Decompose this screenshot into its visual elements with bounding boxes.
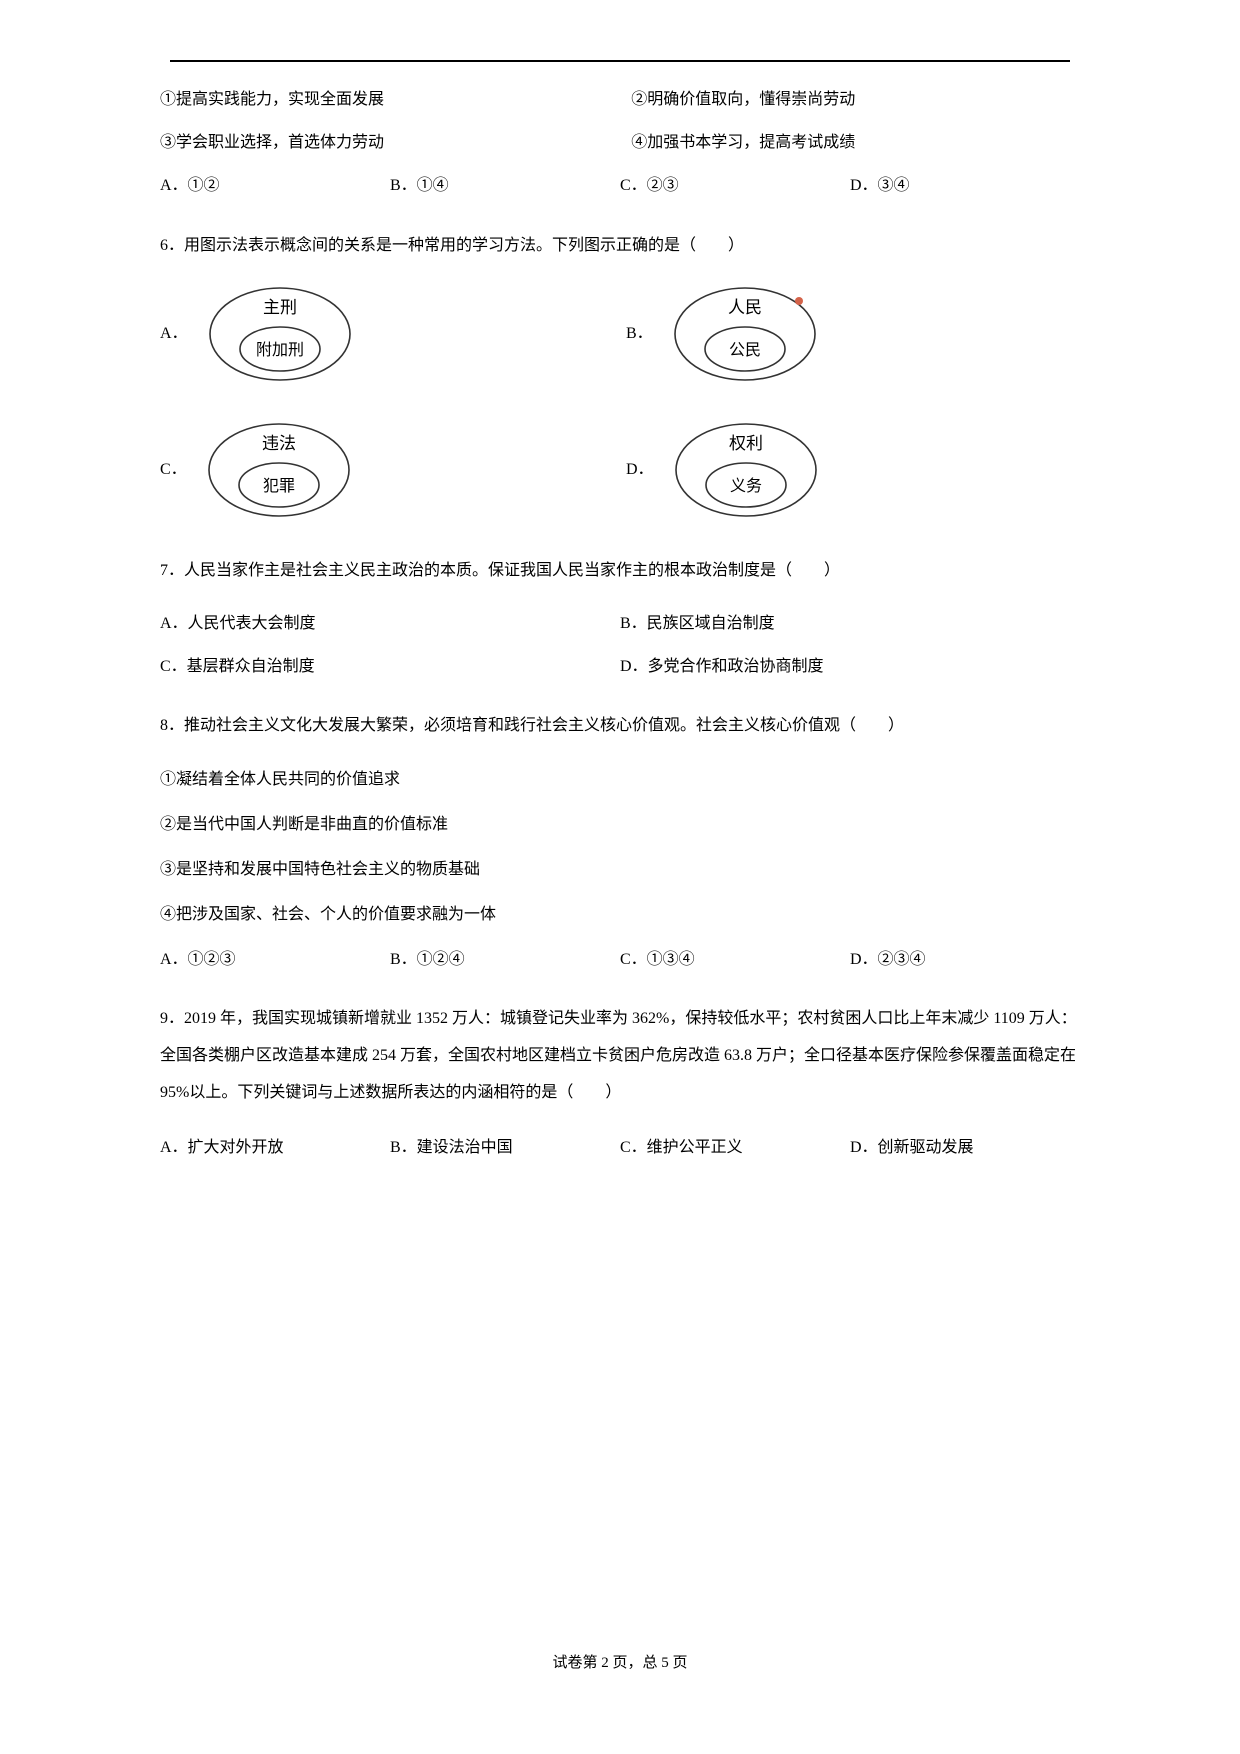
q6-text: 6．用图示法表示概念间的关系是一种常用的学习方法。下列图示正确的是（ ） [160, 228, 1080, 263]
q6-diag-d: D． 权利 义务 [626, 417, 1080, 523]
q6-label-c: C． [160, 452, 187, 487]
diagC-inner-text: 犯罪 [263, 477, 295, 495]
q9-opt-a: A．扩大对外开放 [160, 1130, 390, 1165]
q7-opt-c: C．基层群众自治制度 [160, 649, 620, 684]
q5-opt-d: D．③④ [850, 168, 1080, 203]
q5-opt-c: C．②③ [620, 168, 850, 203]
diagD-outer-text: 权利 [729, 434, 763, 453]
q8-opt-a: A．①②③ [160, 942, 390, 977]
q5-stmt-2: ②明确价值取向，懂得崇尚劳动 [631, 82, 1080, 117]
diagram-d-icon: 权利 义务 [666, 417, 826, 523]
q8-s2: ②是当代中国人判断是非曲直的价值标准 [160, 807, 1080, 842]
diagD-inner-text: 义务 [730, 477, 762, 495]
diagB-inner-text: 公民 [729, 342, 761, 359]
q7-text: 7．人民当家作主是社会主义民主政治的本质。保证我国人民当家作主的根本政治制度是（… [160, 553, 1080, 588]
diagram-a-icon: 主刑 附加刑 [200, 281, 360, 387]
q8-opt-c: C．①③④ [620, 942, 850, 977]
q9-opt-b: B．建设法治中国 [390, 1130, 620, 1165]
diagA-outer-text: 主刑 [263, 298, 297, 317]
q5-stmt-1: ①提高实践能力，实现全面发展 [160, 82, 631, 117]
diagC-outer-text: 违法 [262, 434, 296, 453]
q7-row2: C．基层群众自治制度 D．多党合作和政治协商制度 [160, 649, 1080, 684]
diagram-c-icon: 违法 犯罪 [199, 417, 359, 523]
q7-row1: A．人民代表大会制度 B．民族区域自治制度 [160, 606, 1080, 641]
q7-opt-d: D．多党合作和政治协商制度 [620, 649, 1080, 684]
q6-label-b: B． [626, 316, 653, 351]
q6-diag-b: B． 人民 公民 [626, 281, 1080, 387]
q8-statements: ①凝结着全体人民共同的价值追求 ②是当代中国人判断是非曲直的价值标准 ③是坚持和… [160, 762, 1080, 933]
q9-options: A．扩大对外开放 B．建设法治中国 C．维护公平正义 D．创新驱动发展 [160, 1130, 1080, 1165]
q8-opt-b: B．①②④ [390, 942, 620, 977]
q8-opt-d: D．②③④ [850, 942, 1080, 977]
q9-opt-c: C．维护公平正义 [620, 1130, 850, 1165]
top-rule [170, 60, 1070, 62]
q8-s1: ①凝结着全体人民共同的价值追求 [160, 762, 1080, 797]
diagA-inner-text: 附加刑 [256, 341, 304, 359]
q9-text: 9．2019 年，我国实现城镇新增就业 1352 万人：城镇登记失业率为 362… [160, 1001, 1080, 1111]
q7-opt-a: A．人民代表大会制度 [160, 606, 620, 641]
q6-diag-a: A． 主刑 附加刑 [160, 281, 614, 387]
q6-label-a: A． [160, 316, 188, 351]
q5-stmt-row1: ①提高实践能力，实现全面发展 ②明确价值取向，懂得崇尚劳动 [160, 82, 1080, 117]
q5-stmt-4: ④加强书本学习，提高考试成绩 [631, 125, 1080, 160]
q8-s4: ④把涉及国家、社会、个人的价值要求融为一体 [160, 897, 1080, 932]
q8-s3: ③是坚持和发展中国特色社会主义的物质基础 [160, 852, 1080, 887]
page-footer: 试卷第 2 页，总 5 页 [0, 1647, 1240, 1680]
q7-opt-b: B．民族区域自治制度 [620, 606, 1080, 641]
q5-options: A．①② B．①④ C．②③ D．③④ [160, 168, 1080, 203]
q6-diag-row2: C． 违法 犯罪 D． 权利 义务 [160, 417, 1080, 523]
q5-stmt-3: ③学会职业选择，首选体力劳动 [160, 125, 631, 160]
diagB-marker-dot [795, 297, 803, 305]
q8-options: A．①②③ B．①②④ C．①③④ D．②③④ [160, 942, 1080, 977]
diagram-b-icon: 人民 公民 [665, 281, 825, 387]
q9-opt-d: D．创新驱动发展 [850, 1130, 1080, 1165]
q8-text: 8．推动社会主义文化大发展大繁荣，必须培育和践行社会主义核心价值观。社会主义核心… [160, 708, 1080, 743]
q5-stmt-row2: ③学会职业选择，首选体力劳动 ④加强书本学习，提高考试成绩 [160, 125, 1080, 160]
q5-opt-a: A．①② [160, 168, 390, 203]
q6-label-d: D． [626, 452, 654, 487]
diagB-outer-text: 人民 [728, 298, 762, 317]
q6-diag-row1: A． 主刑 附加刑 B． 人民 公民 [160, 281, 1080, 387]
q6-diag-c: C． 违法 犯罪 [160, 417, 614, 523]
q5-opt-b: B．①④ [390, 168, 620, 203]
